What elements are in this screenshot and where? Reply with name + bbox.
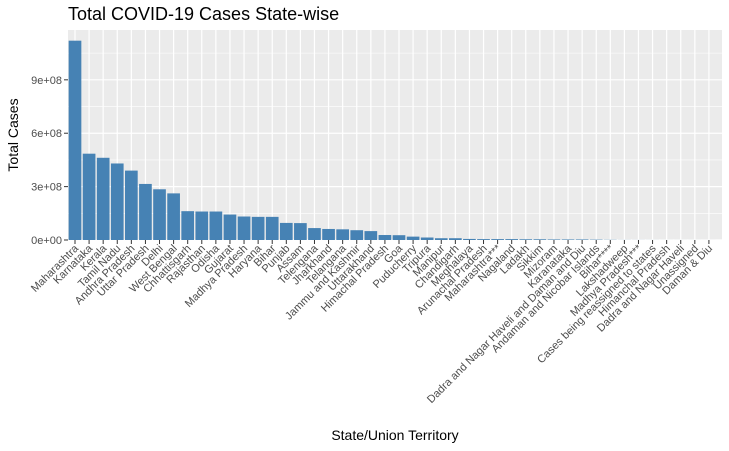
bar: [533, 239, 547, 240]
bar: [153, 189, 166, 240]
bar: [449, 238, 462, 240]
bar: [237, 216, 251, 240]
bar: [167, 193, 180, 240]
bar: [265, 216, 279, 240]
bar: [82, 153, 96, 240]
bar: [308, 228, 321, 240]
chart-title: Total COVID-19 Cases State-wise: [68, 4, 340, 24]
bar: [420, 237, 434, 240]
bar: [378, 235, 392, 240]
x-axis-title: State/Union Territory: [331, 427, 458, 443]
bar: [294, 223, 307, 240]
bar: [96, 157, 110, 240]
bar: [125, 170, 138, 240]
bar: [336, 229, 349, 240]
bar: [463, 238, 476, 240]
bar: [406, 236, 420, 240]
bar: [68, 40, 82, 241]
y-axis: 0e+00 3e+08 6e+08 9e+08: [31, 75, 68, 247]
bar: [491, 239, 504, 240]
bars: [68, 40, 716, 241]
bar: [322, 228, 335, 240]
bar: [279, 222, 293, 240]
bar: [251, 216, 265, 240]
y-tick-label: 3e+08: [31, 182, 62, 194]
bar: [547, 239, 561, 240]
bar: [223, 214, 237, 240]
y-axis-title: Total Cases: [5, 98, 21, 171]
bar: [181, 211, 195, 240]
bar: [477, 239, 490, 240]
grid-major: [68, 30, 722, 241]
bar: [110, 163, 124, 240]
y-tick-label: 0e+00: [31, 235, 62, 247]
bar: [575, 239, 589, 240]
bar: [139, 183, 152, 240]
y-tick-label: 9e+08: [31, 75, 62, 87]
bar: [364, 231, 378, 240]
bar: [505, 239, 519, 240]
bar: [561, 239, 575, 240]
bar: [434, 238, 448, 240]
bar: [392, 235, 406, 240]
bar: [519, 239, 533, 240]
bar: [195, 211, 209, 240]
bar: [209, 211, 223, 240]
bar: [350, 230, 364, 240]
y-tick-label: 6e+08: [31, 128, 62, 140]
